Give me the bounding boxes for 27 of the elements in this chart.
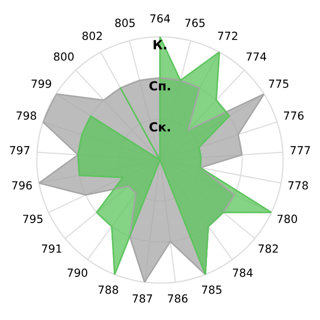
spoke-label: 772 bbox=[218, 32, 238, 40]
spoke-label: 798 bbox=[16, 111, 36, 120]
spoke-label: 796 bbox=[12, 181, 32, 190]
spoke-label: 799 bbox=[32, 80, 52, 88]
spoke-label: 774 bbox=[246, 52, 266, 61]
y-tick-label: Сп. bbox=[149, 81, 170, 91]
spoke-label: 775 bbox=[268, 80, 288, 88]
spoke-label: 797 bbox=[10, 146, 30, 154]
spoke-label: 778 bbox=[288, 181, 308, 190]
spoke-label: 776 bbox=[284, 111, 304, 120]
spoke-label: 786 bbox=[168, 294, 188, 303]
spoke-label: 765 bbox=[185, 18, 205, 28]
spoke-label: 805 bbox=[115, 18, 135, 28]
spoke-label: 788 bbox=[98, 286, 118, 294]
spoke-label: 777 bbox=[290, 146, 310, 154]
spoke-label: 784 bbox=[232, 268, 253, 277]
y-tick-label: Ск. bbox=[149, 122, 170, 132]
spoke-label: 800 bbox=[54, 52, 74, 61]
spoke-label: 764 bbox=[150, 14, 170, 23]
spoke-label: 791 bbox=[42, 244, 62, 253]
spoke-label: 790 bbox=[68, 268, 88, 277]
spoke-label: 780 bbox=[277, 214, 298, 224]
spoke-label: 782 bbox=[258, 244, 278, 253]
spoke-label: 795 bbox=[23, 214, 42, 224]
spoke-label: 787 bbox=[132, 294, 152, 303]
spoke-label: 785 bbox=[202, 286, 222, 294]
spoke-label: 802 bbox=[82, 32, 102, 40]
